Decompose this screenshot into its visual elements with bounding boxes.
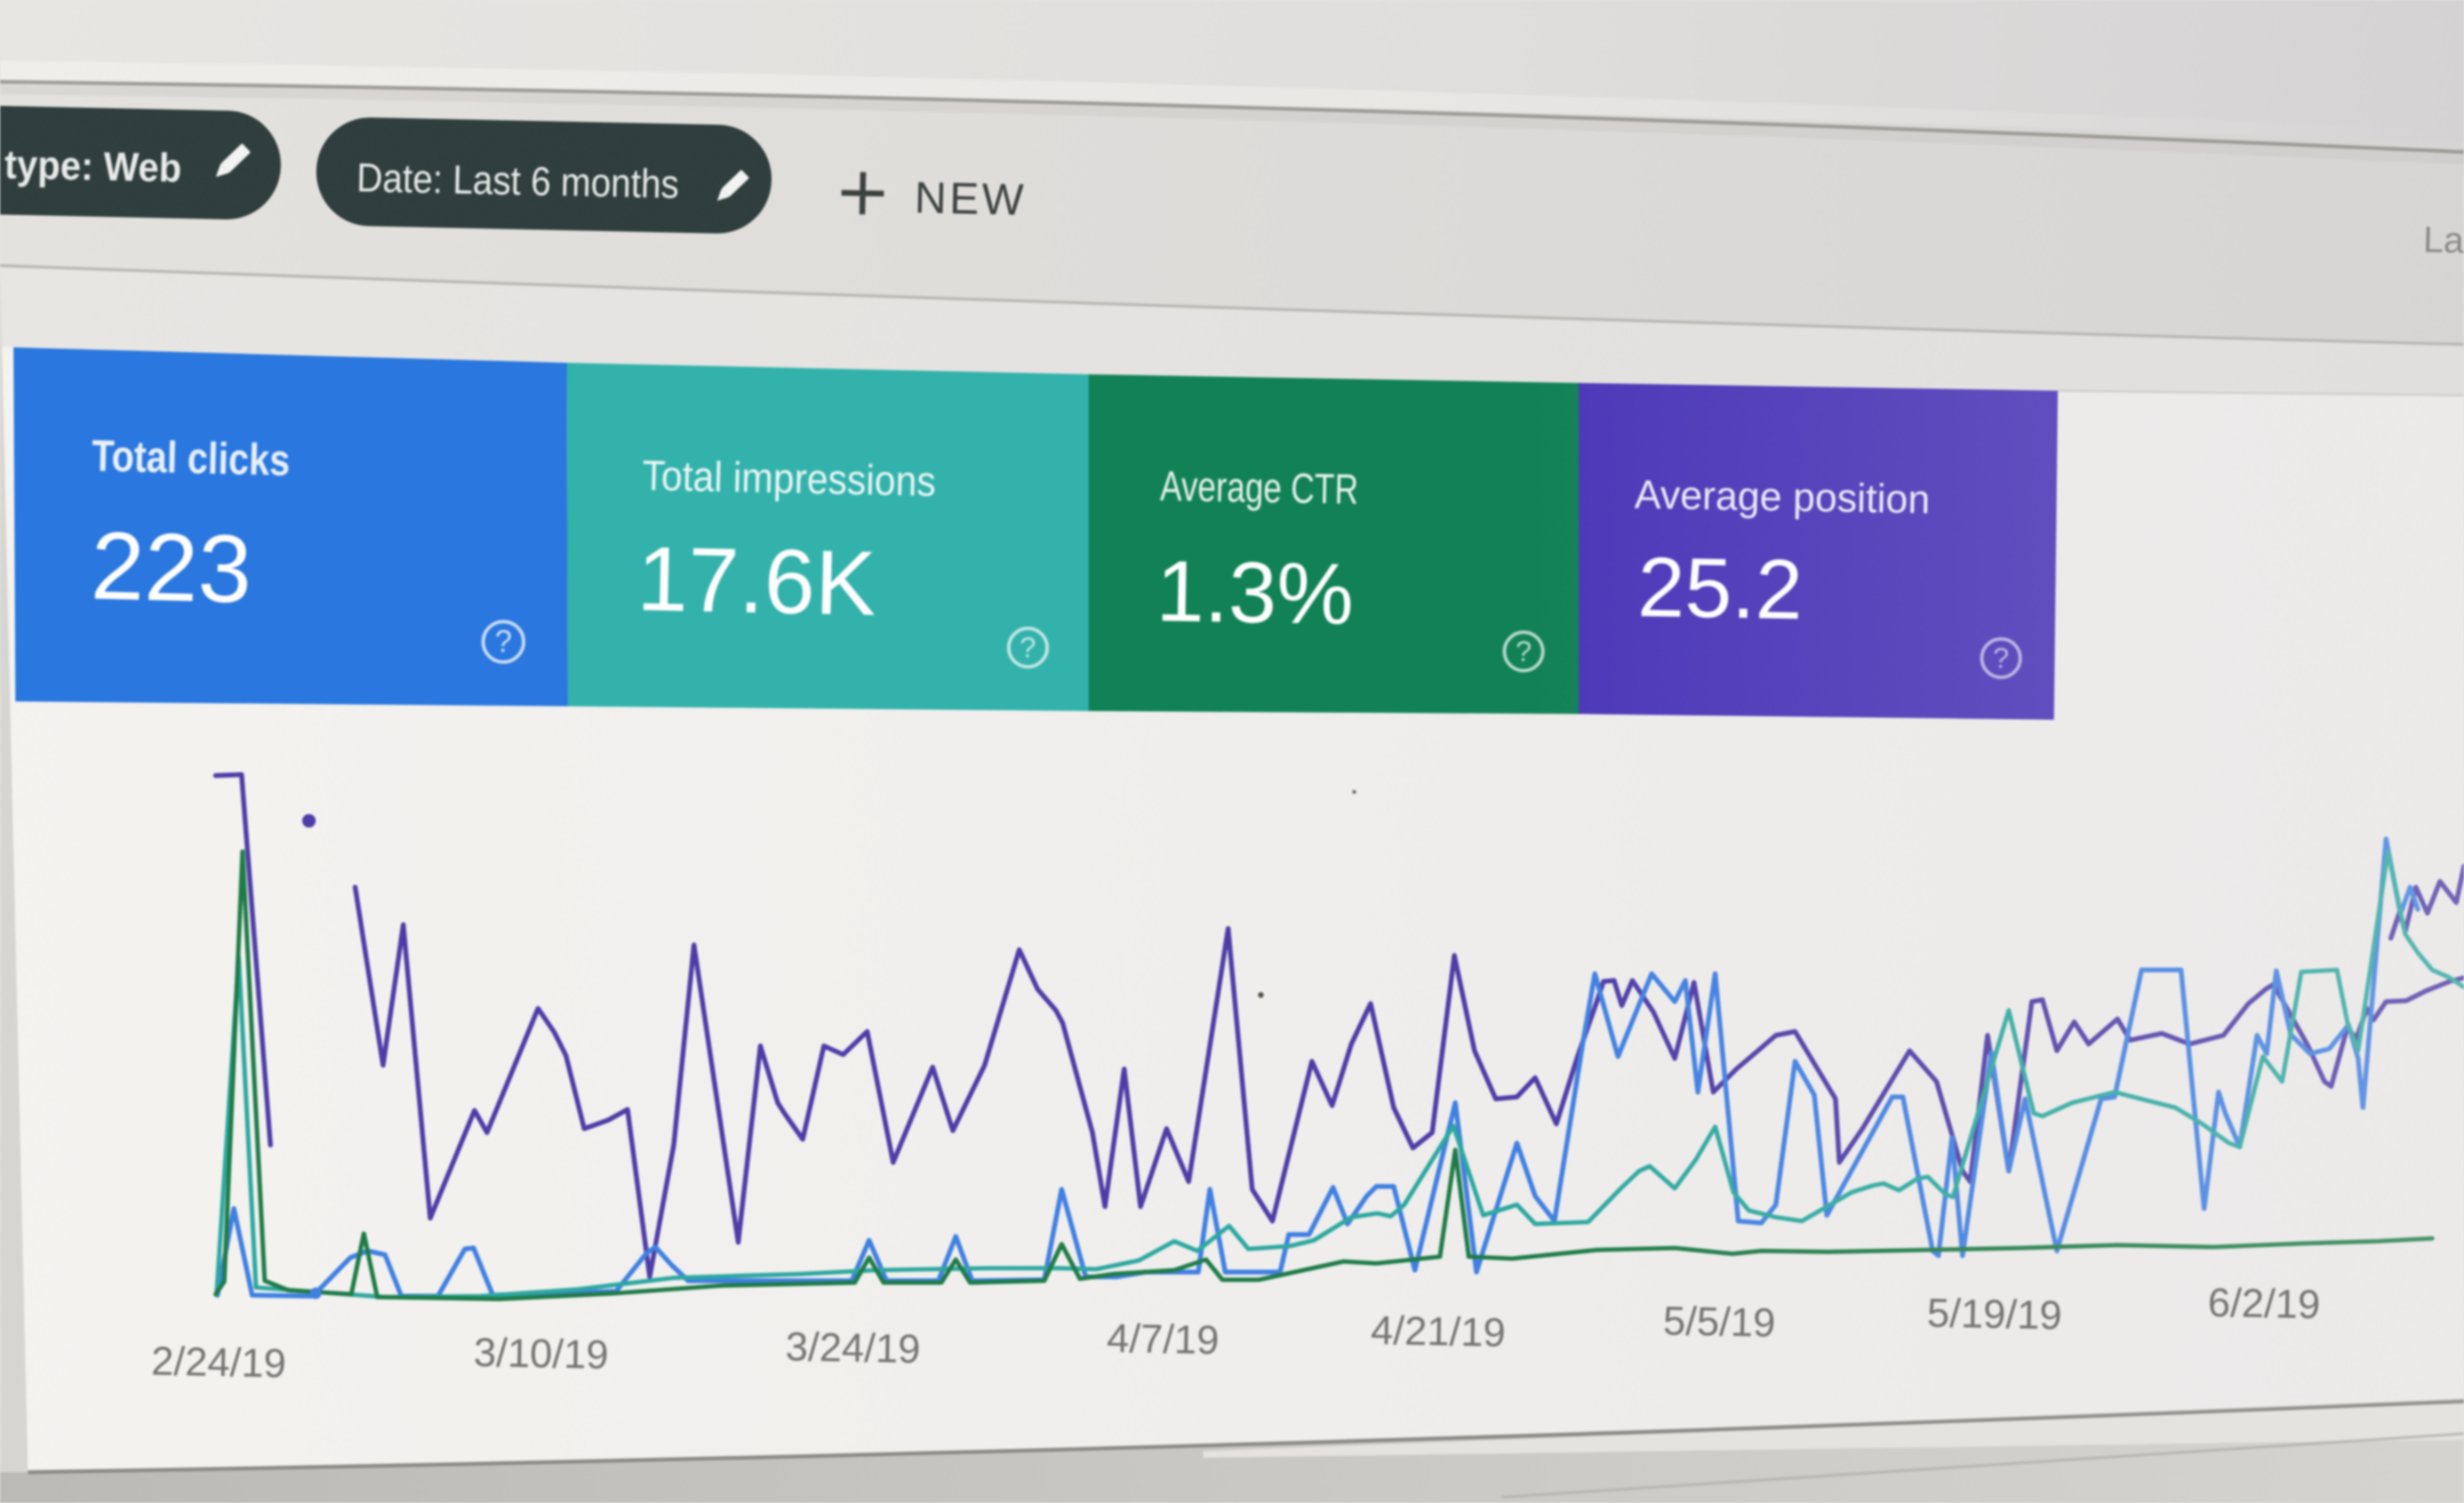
svg-text:3/10/19: 3/10/19 [474,1330,609,1378]
svg-text:5/19/19: 5/19/19 [1927,1290,2063,1338]
svg-text:5/5/19: 5/5/19 [1662,1298,1776,1345]
svg-text:2/24/19: 2/24/19 [151,1338,287,1387]
svg-text:4/7/19: 4/7/19 [1106,1315,1219,1363]
svg-text:3/24/19: 3/24/19 [785,1324,921,1372]
svg-text:4/21/19: 4/21/19 [1371,1308,1506,1356]
svg-text:6/2/19: 6/2/19 [2207,1280,2321,1327]
